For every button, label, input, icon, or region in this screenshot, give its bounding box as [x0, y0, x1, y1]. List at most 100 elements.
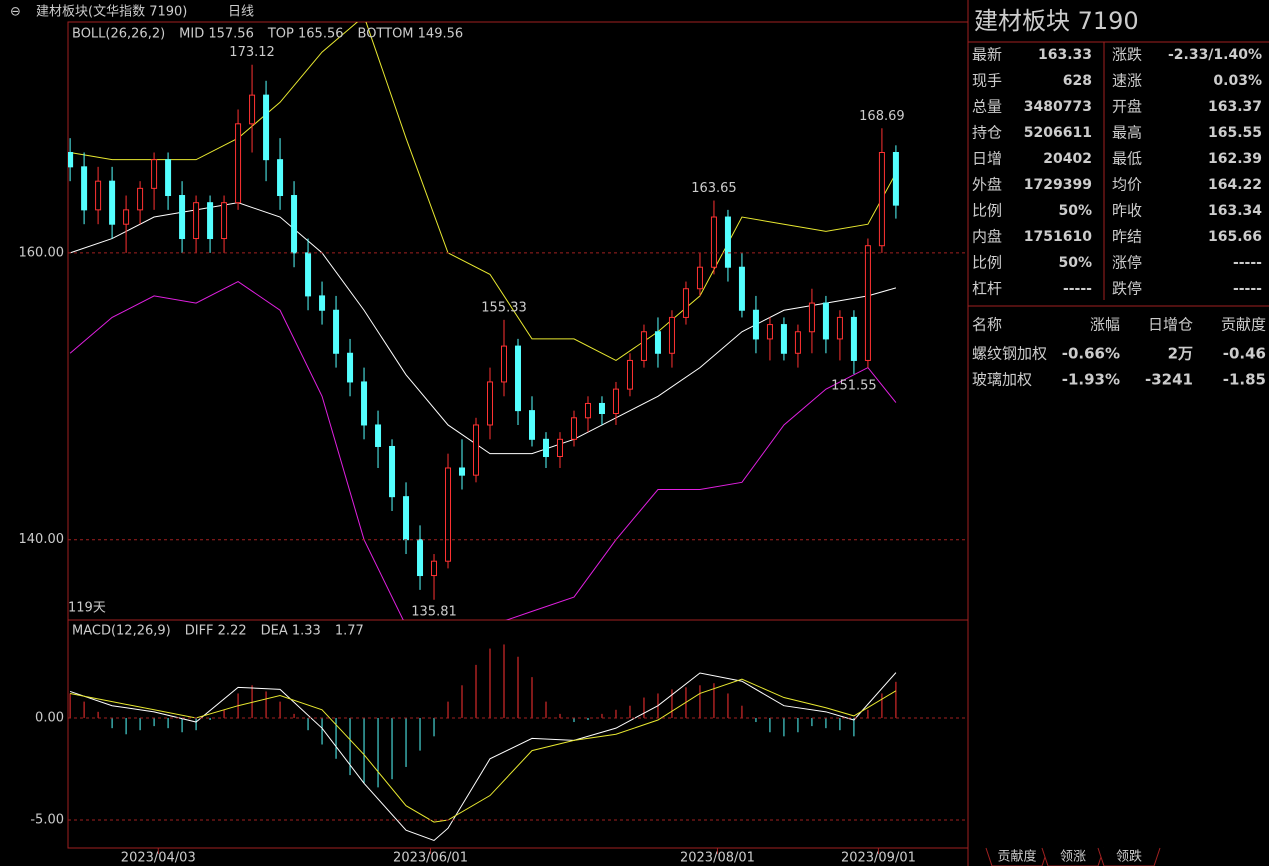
- period[interactable]: 日线: [228, 5, 254, 20]
- candle-body: [822, 302, 829, 340]
- quote-label: 比例: [972, 202, 1002, 220]
- candle-body: [501, 345, 508, 383]
- indicator-line: [70, 22, 897, 362]
- table-cell: 玻璃加权: [972, 371, 1032, 389]
- candle-body: [612, 388, 619, 414]
- price-annotation: 135.81: [411, 604, 457, 619]
- quote-value: 50%: [1058, 203, 1092, 219]
- table-header: 名称: [972, 316, 1002, 334]
- candle-body: [570, 417, 577, 440]
- candle-body: [724, 216, 731, 268]
- candle-body: [277, 159, 284, 197]
- quote-label: 均价: [1112, 176, 1142, 194]
- quote-value: -2.33/1.40%: [1168, 47, 1262, 63]
- quote-label: 涨停: [1112, 254, 1142, 272]
- candle-body: [305, 252, 312, 297]
- candle-body: [291, 195, 298, 254]
- table-header: 涨幅: [1090, 316, 1120, 334]
- quote-label: 昨结: [1112, 228, 1142, 246]
- quote-label: 开盘: [1112, 98, 1142, 116]
- candle-body: [864, 245, 871, 361]
- quote-value: 20402: [1043, 151, 1092, 167]
- quote-label: 昨收: [1112, 202, 1142, 220]
- header-title: 建材板块(文华指数 7190): [36, 5, 187, 20]
- candle-body: [417, 539, 424, 577]
- candle-body: [515, 345, 521, 412]
- quote-label: 杠杆: [972, 280, 1002, 298]
- candle-body: [710, 216, 717, 268]
- price-annotation: 155.33: [481, 300, 527, 315]
- quote-label: 日增: [972, 150, 1002, 168]
- candle-body: [808, 302, 815, 333]
- quote-value: 164.22: [1208, 177, 1262, 193]
- candle-body: [249, 94, 256, 125]
- tab-label[interactable]: 贡献度: [997, 849, 1036, 865]
- candle-body: [626, 359, 633, 390]
- candle-body: [179, 195, 186, 240]
- candle-body: [361, 381, 368, 426]
- candle-body: [389, 445, 396, 498]
- candle-body: [584, 402, 591, 419]
- table-cell: -0.46: [1223, 345, 1266, 363]
- y-tick-label: 140.00: [19, 532, 65, 547]
- tab[interactable]: [1097, 847, 1161, 866]
- candle-body: [487, 381, 494, 426]
- quote-label: 最低: [1112, 150, 1142, 168]
- candle-body: [137, 187, 144, 211]
- legend-item: MACD(12,26,9): [72, 624, 171, 639]
- quote-label: 跌停: [1112, 280, 1142, 298]
- quote-value: 1729399: [1024, 177, 1092, 193]
- indicator-line: [69, 280, 897, 620]
- candle-body: [766, 324, 773, 340]
- candle-body: [696, 266, 703, 290]
- candle-body: [68, 151, 74, 168]
- days-label: 119天: [68, 601, 106, 616]
- quote-value: -----: [1233, 281, 1262, 297]
- candle-body: [431, 560, 438, 577]
- indicator-line: [69, 672, 897, 842]
- candle-body: [81, 166, 88, 211]
- legend-item: DEA 1.33: [261, 624, 321, 639]
- candle-body: [598, 402, 605, 414]
- table-cell: -3241: [1145, 371, 1193, 389]
- quote-label: 持仓: [972, 124, 1002, 142]
- tab-label[interactable]: 领涨: [1060, 850, 1086, 865]
- candle-body: [235, 123, 242, 204]
- quote-label: 涨跌: [1112, 46, 1142, 64]
- candle-body: [682, 288, 689, 318]
- table-cell: 2万: [1168, 345, 1193, 363]
- quote-label: 速涨: [1112, 72, 1142, 90]
- y-tick-label: 160.00: [19, 245, 65, 260]
- price-annotation: 168.69: [859, 109, 905, 124]
- quote-value: 163.34: [1208, 203, 1262, 219]
- quote-value: 162.39: [1208, 151, 1262, 167]
- table-cell: -1.85: [1223, 371, 1266, 389]
- candle-body: [347, 352, 354, 383]
- candle-body: [738, 266, 745, 311]
- candle-body: [263, 94, 270, 161]
- candle-body: [836, 316, 843, 340]
- price-annotation: 151.55: [831, 379, 877, 394]
- y-tick-label: -5.00: [30, 813, 64, 828]
- y-tick-label: 0.00: [35, 710, 64, 725]
- indicator-line: [70, 678, 897, 823]
- quote-label: 现手: [972, 72, 1002, 90]
- candle-body: [207, 202, 214, 240]
- quote-title: 建材板块 7190: [974, 7, 1139, 35]
- quote-value: 163.33: [1038, 47, 1092, 63]
- quote-label: 总量: [972, 98, 1002, 116]
- tab-label[interactable]: 领跌: [1116, 849, 1142, 865]
- quote-value: 165.66: [1208, 229, 1262, 245]
- candle-body: [95, 180, 102, 211]
- x-tick-label: 2023/08/01: [680, 851, 755, 866]
- candle-body: [542, 438, 549, 458]
- candle-body: [752, 309, 759, 340]
- candle-body: [892, 151, 899, 206]
- candle-body: [794, 331, 801, 354]
- quote-value: 5206611: [1024, 125, 1092, 141]
- quote-label: 比例: [972, 254, 1002, 272]
- candle-body: [668, 316, 675, 354]
- quote-value: 50%: [1058, 255, 1092, 271]
- candle-body: [123, 209, 130, 225]
